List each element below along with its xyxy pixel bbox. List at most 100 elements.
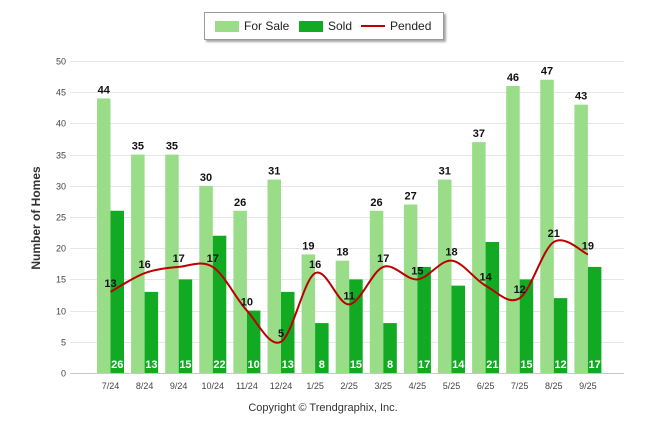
y-axis-label: Number of Homes [29, 166, 43, 270]
bars [97, 79, 602, 374]
data-label-sold: 13 [282, 359, 294, 371]
data-label-pended: 18 [445, 247, 457, 259]
x-tick-label: 5/25 [443, 381, 461, 391]
data-label-sold: 17 [418, 359, 430, 371]
bar-for-sale [472, 142, 486, 373]
data-label-sold: 8 [319, 359, 325, 371]
bar-sold [519, 279, 534, 373]
legend: For Sale Sold Pended [204, 12, 444, 40]
data-label-sold: 15 [179, 359, 191, 371]
bar-sold [451, 285, 465, 373]
data-label-for-sale: 44 [98, 84, 111, 96]
data-label-sold: 26 [111, 359, 123, 371]
x-tick-label: 6/25 [477, 381, 495, 391]
data-label-for-sale: 30 [200, 172, 212, 184]
x-axis-ticks: 7/24 8/24 9/24 10/24 11/24 12/24 1/25 2/25 3/25 4… [102, 381, 597, 391]
y-tick-label: 0 [61, 369, 66, 379]
legend-item-sold[interactable]: Sold [299, 13, 352, 39]
legend-swatch-sold [299, 20, 323, 32]
copyright-text: Copyright © Trendgraphix, Inc. [248, 402, 398, 414]
data-label-pended: 17 [207, 253, 219, 265]
data-label-sold: 10 [248, 359, 260, 371]
data-label-pended: 10 [241, 297, 253, 309]
data-label-pended: 12 [514, 284, 526, 296]
bar-for-sale [574, 104, 588, 374]
bar-sold [587, 266, 602, 373]
pended-line-path [110, 239, 589, 344]
bar-for-sale [506, 85, 520, 374]
y-tick-label: 10 [56, 307, 66, 317]
data-label-sold: 15 [350, 359, 362, 371]
legend-item-pended[interactable]: Pended [361, 13, 431, 39]
bar-for-sale [403, 204, 418, 373]
bar-sold [246, 310, 261, 373]
data-label-sold: 21 [486, 359, 498, 371]
data-labels: 44 26 35 13 35 15 30 22 26 10 31 13 19 8 18 15 26 8 27 17 31… [98, 66, 601, 371]
data-label-for-sale: 26 [234, 197, 246, 209]
x-tick-label: 7/25 [511, 381, 529, 391]
bar-for-sale [131, 154, 145, 373]
bar-for-sale [369, 210, 384, 373]
data-label-sold: 17 [589, 359, 601, 371]
x-tick-label: 12/24 [270, 381, 293, 391]
data-label-sold: 13 [145, 359, 157, 371]
bar-for-sale [301, 254, 316, 373]
data-label-pended: 17 [173, 253, 185, 265]
bar-for-sale [267, 179, 281, 373]
data-label-sold: 22 [213, 359, 225, 371]
x-tick-label: 8/25 [545, 381, 563, 391]
bar-sold [315, 323, 329, 373]
data-label-for-sale: 31 [268, 166, 280, 178]
data-label-pended: 17 [377, 253, 389, 265]
x-tick-label: 1/25 [306, 381, 324, 391]
bar-for-sale [438, 179, 452, 373]
bar-sold [110, 210, 124, 373]
data-label-for-sale: 43 [575, 91, 587, 103]
x-tick-label: 11/24 [236, 381, 258, 391]
legend-item-for-sale[interactable]: For Sale [215, 13, 289, 39]
x-tick-label: 8/24 [136, 381, 154, 391]
legend-swatch-pended [361, 25, 385, 27]
legend-label-sold: Sold [328, 19, 353, 33]
y-axis-ticks: 0 5 10 15 20 25 30 35 40 45 50 [56, 57, 66, 379]
data-label-for-sale: 47 [541, 66, 553, 78]
data-label-pended: 11 [343, 290, 355, 302]
x-tick-label: 9/25 [579, 381, 597, 391]
legend-label-pended: Pended [390, 19, 432, 33]
y-tick-label: 5 [61, 338, 66, 348]
x-tick-label: 9/24 [170, 381, 188, 391]
bar-sold [553, 298, 568, 373]
x-tick-label: 4/25 [409, 381, 427, 391]
data-label-pended: 15 [411, 265, 423, 277]
data-label-for-sale: 35 [132, 141, 144, 153]
data-label-for-sale: 18 [336, 247, 348, 259]
bar-for-sale [97, 98, 111, 373]
bar-for-sale [165, 154, 179, 373]
pended-line [110, 239, 589, 344]
bar-sold [417, 266, 431, 373]
data-label-sold: 12 [554, 359, 566, 371]
grid-lines [70, 61, 624, 374]
bar-for-sale [540, 79, 554, 373]
data-label-sold: 8 [387, 359, 393, 371]
x-tick-label: 10/24 [202, 381, 225, 391]
bar-sold [383, 323, 397, 373]
y-tick-label: 40 [56, 119, 66, 129]
data-label-for-sale: 26 [370, 197, 382, 209]
data-label-for-sale: 35 [166, 141, 178, 153]
y-tick-label: 50 [56, 57, 66, 67]
data-label-for-sale: 46 [507, 72, 519, 84]
data-label-for-sale: 19 [302, 240, 314, 252]
y-tick-label: 20 [56, 244, 66, 254]
legend-label-for-sale: For Sale [244, 19, 290, 33]
data-label-for-sale: 27 [405, 191, 417, 203]
data-label-pended: 16 [309, 259, 321, 271]
data-label-pended: 19 [582, 240, 594, 252]
data-label-for-sale: 31 [439, 166, 451, 178]
x-tick-label: 2/25 [340, 381, 358, 391]
data-label-pended: 14 [479, 272, 492, 284]
y-tick-label: 15 [56, 275, 66, 285]
bar-sold [144, 291, 159, 373]
y-tick-label: 45 [56, 88, 66, 98]
